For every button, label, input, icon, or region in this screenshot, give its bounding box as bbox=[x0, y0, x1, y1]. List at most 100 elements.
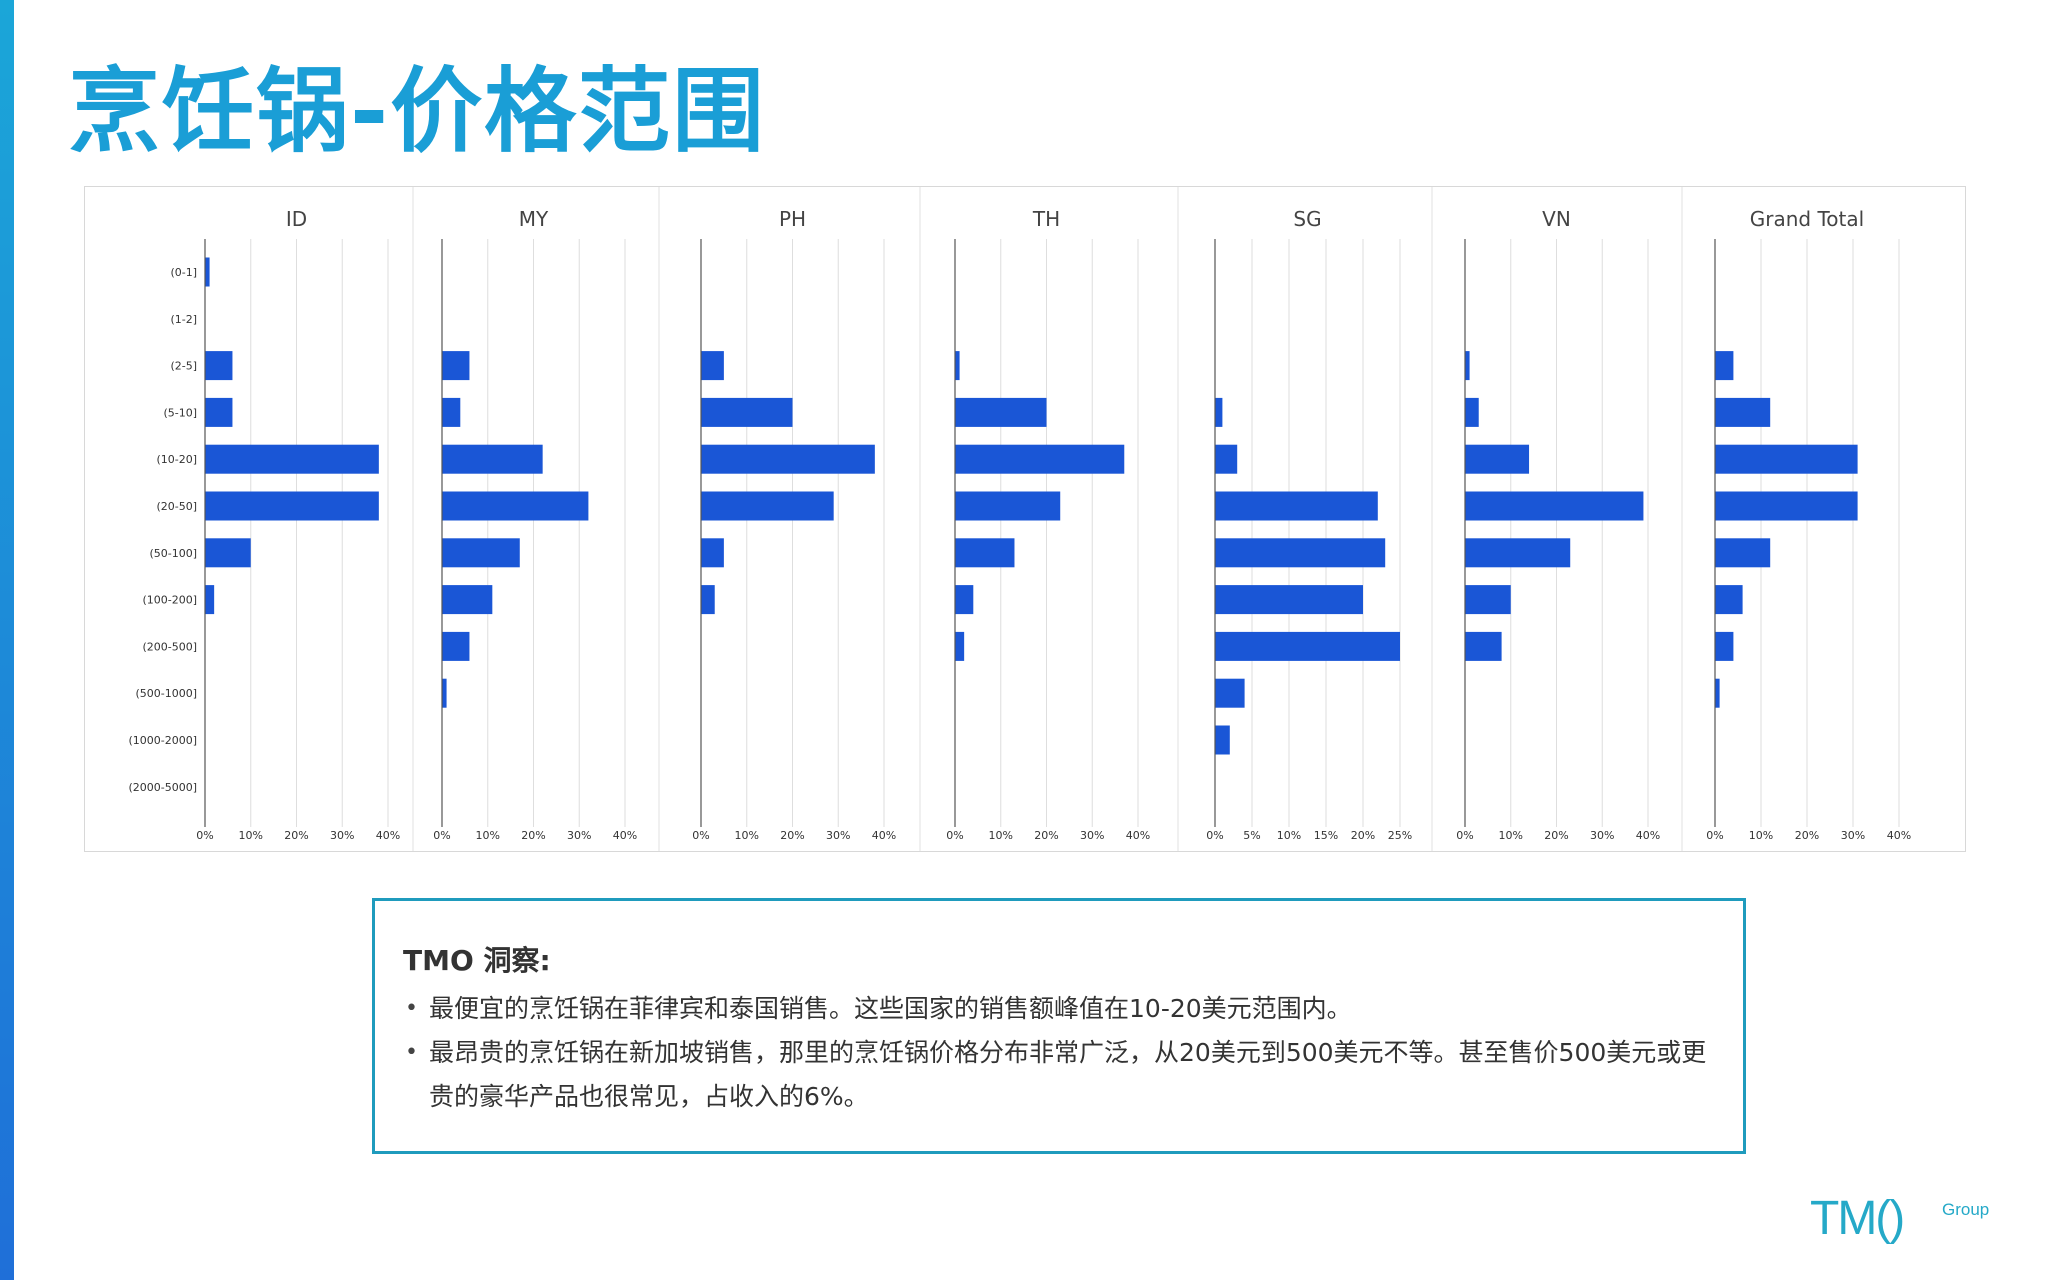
tick-label: 25% bbox=[1388, 829, 1412, 842]
tick-label: 10% bbox=[989, 829, 1013, 842]
tick-label: 0% bbox=[1206, 829, 1223, 842]
bar bbox=[1715, 397, 1771, 427]
category-label: (2000-5000] bbox=[128, 781, 197, 794]
tick-label: 30% bbox=[1841, 829, 1865, 842]
bar bbox=[701, 538, 724, 568]
category-label: (20-50] bbox=[156, 500, 197, 513]
insight-bullet: 最昂贵的烹饪锅在新加坡销售，那里的烹饪锅价格分布非常广泛，从20美元到500美元… bbox=[403, 1031, 1713, 1119]
category-label: (2-5] bbox=[170, 360, 197, 373]
bar bbox=[205, 444, 379, 474]
category-label: (200-500] bbox=[142, 640, 197, 653]
bar bbox=[1215, 678, 1245, 708]
category-label: (0-1] bbox=[170, 266, 197, 279]
bar bbox=[701, 491, 834, 521]
panel-title: SG bbox=[1293, 207, 1321, 231]
insight-bullet: 最便宜的烹饪锅在菲律宾和泰国销售。这些国家的销售额峰值在10-20美元范围内。 bbox=[403, 987, 1713, 1031]
bar bbox=[1715, 444, 1858, 474]
bar bbox=[442, 678, 447, 708]
tick-label: 10% bbox=[239, 829, 263, 842]
tick-label: 30% bbox=[826, 829, 850, 842]
bar bbox=[205, 585, 215, 615]
bar bbox=[1465, 444, 1530, 474]
tick-label: 15% bbox=[1314, 829, 1338, 842]
category-label: (1000-2000] bbox=[128, 734, 197, 747]
tick-label: 40% bbox=[1887, 829, 1911, 842]
panel-title: VN bbox=[1542, 207, 1571, 231]
bar bbox=[955, 585, 974, 615]
price-range-chart: (0-1] (1-2] (2-5] (5-10] (10-20] (20-50] (50-1… bbox=[128, 187, 1911, 851]
bar bbox=[1715, 678, 1720, 708]
panel-title: PH bbox=[779, 207, 806, 231]
category-label: (1-2] bbox=[170, 313, 197, 326]
insight-title: TMO 洞察: bbox=[403, 944, 551, 977]
bar bbox=[1215, 725, 1230, 755]
insight-list: 最便宜的烹饪锅在菲律宾和泰国销售。这些国家的销售额峰值在10-20美元范围内。 … bbox=[403, 987, 1713, 1119]
tick-label: 40% bbox=[1636, 829, 1660, 842]
chart-frame: (0-1] (1-2] (2-5] (5-10] (10-20] (20-50] (50-1… bbox=[84, 186, 1966, 852]
bar bbox=[205, 397, 233, 427]
tick-label: 5% bbox=[1243, 829, 1260, 842]
tick-label: 10% bbox=[476, 829, 500, 842]
bar bbox=[955, 397, 1047, 427]
panel-title: Grand Total bbox=[1750, 207, 1864, 231]
bar bbox=[1465, 491, 1644, 521]
bar bbox=[955, 444, 1125, 474]
tick-label: 0% bbox=[692, 829, 709, 842]
tick-label: 10% bbox=[1277, 829, 1301, 842]
bar bbox=[955, 491, 1061, 521]
tick-label: 0% bbox=[1706, 829, 1723, 842]
bar bbox=[205, 257, 210, 287]
category-label: (5-10] bbox=[163, 406, 197, 419]
tick-label: 10% bbox=[735, 829, 759, 842]
bar bbox=[1465, 397, 1479, 427]
bar bbox=[701, 444, 875, 474]
bar bbox=[1715, 585, 1743, 615]
left-accent-bar bbox=[0, 0, 14, 1280]
tick-label: 20% bbox=[1544, 829, 1568, 842]
bar bbox=[205, 538, 251, 568]
category-label: (10-20] bbox=[156, 453, 197, 466]
bar bbox=[955, 538, 1015, 568]
page-title: 烹饪锅-价格范围 bbox=[68, 58, 767, 165]
tick-label: 20% bbox=[521, 829, 545, 842]
bar bbox=[1215, 397, 1223, 427]
bar bbox=[205, 491, 379, 521]
tick-label: 40% bbox=[872, 829, 896, 842]
bar bbox=[1715, 538, 1771, 568]
bar bbox=[1215, 631, 1400, 661]
tick-label: 40% bbox=[1126, 829, 1150, 842]
tick-label: 0% bbox=[433, 829, 450, 842]
bar bbox=[442, 491, 589, 521]
tick-label: 30% bbox=[1590, 829, 1614, 842]
category-label: (50-100] bbox=[149, 547, 197, 560]
tick-label: 20% bbox=[1351, 829, 1375, 842]
bar bbox=[1215, 444, 1238, 474]
tick-label: 30% bbox=[1080, 829, 1104, 842]
bar bbox=[442, 585, 493, 615]
logo-sub-text: Group bbox=[1942, 1200, 1990, 1219]
bar bbox=[442, 397, 461, 427]
tmo-group-logo: TM() Group bbox=[1810, 1194, 2010, 1244]
panel-title: ID bbox=[286, 207, 307, 231]
logo-main-text: TM() bbox=[1810, 1192, 1905, 1245]
bar bbox=[955, 351, 960, 381]
bar bbox=[1465, 585, 1511, 615]
category-label: (100-200] bbox=[142, 594, 197, 607]
bar bbox=[1715, 351, 1734, 381]
bar bbox=[442, 631, 470, 661]
tick-label: 40% bbox=[613, 829, 637, 842]
tick-label: 10% bbox=[1499, 829, 1523, 842]
tick-label: 10% bbox=[1749, 829, 1773, 842]
panel-title: TH bbox=[1032, 207, 1060, 231]
bar bbox=[1215, 585, 1363, 615]
tick-label: 0% bbox=[1456, 829, 1473, 842]
bar bbox=[1715, 631, 1734, 661]
tick-label: 40% bbox=[376, 829, 400, 842]
bar bbox=[442, 538, 520, 568]
bar bbox=[1465, 538, 1571, 568]
tick-label: 20% bbox=[780, 829, 804, 842]
bar bbox=[1715, 491, 1858, 521]
bar bbox=[701, 351, 724, 381]
bar bbox=[701, 397, 793, 427]
bar bbox=[442, 351, 470, 381]
